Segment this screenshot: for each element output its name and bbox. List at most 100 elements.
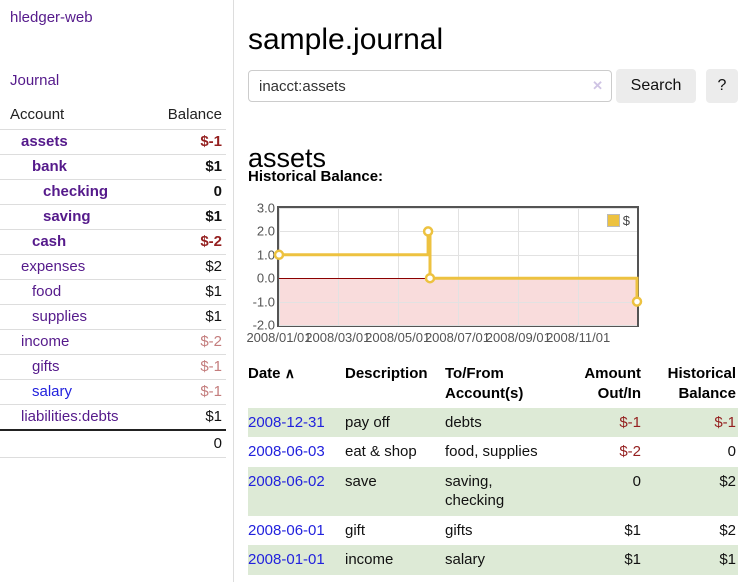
account-name-cell: checking: [0, 179, 146, 205]
col-date[interactable]: Date ∧: [248, 361, 345, 408]
x-tick-label: 2008/11/01: [546, 330, 611, 345]
v-gridline: [457, 208, 459, 325]
col-date-label: Date: [248, 365, 281, 382]
transaction-balance: 0: [727, 443, 736, 460]
chart-line-svg: [273, 226, 643, 307]
account-link-checking[interactable]: checking: [43, 183, 109, 200]
data-point-marker[interactable]: [422, 226, 434, 237]
transaction-row[interactable]: 2008-12-31 pay off debts $-1 $-1: [248, 407, 738, 438]
transaction-accounts: saving, checking: [445, 472, 505, 510]
transaction-date-link[interactable]: 2008-06-02: [248, 472, 325, 490]
transaction-date-link[interactable]: 2008-06-03: [248, 443, 325, 460]
data-point-marker[interactable]: [273, 249, 285, 261]
account-balance: $1: [205, 408, 222, 425]
x-tick-label: 2008/09/01: [485, 330, 551, 345]
transaction-row[interactable]: 2008-06-01 gift gifts $1 $2: [248, 516, 738, 546]
account-name-cell: supplies: [0, 304, 146, 330]
account-name-cell: gifts: [0, 354, 146, 380]
account-link-bank[interactable]: bank: [32, 158, 68, 175]
account-link-cash[interactable]: cash: [32, 233, 67, 250]
account-link-salary[interactable]: salary: [32, 383, 73, 400]
account-name-cell: income: [0, 329, 146, 355]
col-description: Description: [345, 365, 428, 382]
h-gridline: [279, 301, 637, 303]
legend-swatch: [606, 214, 620, 227]
transaction-date-cell: 2008-06-01: [248, 516, 345, 546]
account-balance: $2: [145, 254, 226, 280]
transaction-description: save: [345, 472, 377, 490]
account-balance: $-1: [145, 129, 226, 155]
account-name-cell: food: [0, 279, 146, 305]
account-name-cell: assets: [0, 129, 146, 155]
account-balance: $-1: [145, 379, 226, 405]
transaction-balance: $1: [719, 551, 736, 568]
v-gridline: [279, 208, 280, 325]
col-balance: Historical Balance: [667, 365, 736, 403]
account-link-food[interactable]: food: [32, 283, 62, 300]
clear-search-icon[interactable]: ✕: [592, 78, 603, 93]
nav-journal-link[interactable]: Journal: [10, 72, 60, 89]
accounts-header-row: Account Balance: [0, 102, 226, 130]
data-point-marker[interactable]: [424, 272, 436, 284]
data-point-marker[interactable]: [631, 296, 643, 307]
transaction-description: eat & shop: [345, 443, 417, 460]
search-bar: ✕ Search ?: [248, 69, 742, 103]
col-accounts: To/From Account(s): [445, 365, 524, 403]
account-row: bank $1: [0, 154, 226, 180]
account-row: gifts $-1: [0, 354, 226, 380]
search-input[interactable]: [248, 70, 612, 102]
account-link-gifts[interactable]: gifts: [32, 358, 60, 375]
balance-chart-plot[interactable]: 2008/01/01 2008/03/01 2008/05/01 2008/07/01…: [246, 201, 643, 345]
v-gridline: [578, 208, 580, 325]
account-link-income[interactable]: income: [21, 333, 70, 350]
account-balance: $-2: [145, 329, 226, 355]
transaction-description: pay off: [345, 413, 390, 431]
account-balance: $1: [145, 154, 226, 180]
account-link-saving[interactable]: saving: [43, 208, 91, 225]
account-name-cell: bank: [0, 154, 146, 180]
account-row: saving $1: [0, 204, 226, 230]
x-tick-label: 2008/01/01: [246, 330, 312, 345]
chart-title: Historical Balance:: [248, 168, 384, 185]
transaction-description: gift: [345, 521, 366, 539]
account-name-cell: salary: [0, 379, 146, 405]
transaction-row[interactable]: 2008-01-01 income salary $1 $1: [248, 545, 738, 575]
transaction-amount: $1: [624, 521, 641, 539]
account-row: salary $-1: [0, 379, 226, 405]
transaction-balance: $-1: [714, 413, 736, 431]
accounts-col-balance: Balance: [145, 102, 226, 130]
sort-asc-icon: ∧: [284, 365, 295, 381]
y-tick-label: 2.0: [256, 223, 275, 239]
help-button[interactable]: ?: [706, 69, 738, 103]
transaction-date-cell: 2008-12-31: [248, 408, 345, 438]
account-link-supplies[interactable]: supplies: [32, 308, 88, 325]
transaction-amount: $-2: [619, 443, 641, 460]
y-tick-label: 1.0: [256, 247, 275, 263]
transaction-date-link[interactable]: 2008-06-01: [248, 521, 325, 539]
account-row: cash $-2: [0, 229, 226, 255]
account-balance: 0: [145, 179, 226, 205]
account-link-assets[interactable]: assets: [21, 133, 68, 150]
account-row: checking 0: [0, 179, 226, 205]
x-tick-label: 2008/07/01: [424, 330, 491, 345]
account-row: food $1: [0, 279, 226, 305]
transactions-table: Date ∧ Description To/From Account(s) Am…: [248, 361, 738, 575]
account-row: expenses $2: [0, 254, 226, 280]
y-tick-label: 0.0: [256, 270, 275, 286]
account-link-liabilities-debts[interactable]: liabilities:debts: [21, 408, 119, 425]
transaction-row[interactable]: 2008-06-03 eat & shop food, supplies $-2 0: [248, 437, 738, 467]
transaction-row[interactable]: 2008-06-02 save saving, checking 0 $2: [248, 466, 738, 516]
account-name-cell: liabilities:debts: [0, 405, 145, 431]
search-button[interactable]: Search: [616, 69, 696, 103]
account-link-expenses[interactable]: expenses: [21, 258, 86, 275]
transaction-balance: $2: [719, 521, 736, 539]
transaction-amount: $1: [624, 551, 641, 568]
transaction-date-link[interactable]: 2008-01-01: [248, 551, 325, 568]
accounts-total-value: 0: [145, 429, 226, 458]
transaction-date-link[interactable]: 2008-12-31: [248, 413, 325, 431]
col-amount: Amount Out/In: [584, 365, 641, 403]
transaction-accounts: salary: [445, 551, 486, 568]
brand-link[interactable]: hledger-web: [10, 9, 93, 26]
page-title: sample.journal: [248, 23, 444, 57]
accounts-col-account: Account: [0, 102, 146, 130]
